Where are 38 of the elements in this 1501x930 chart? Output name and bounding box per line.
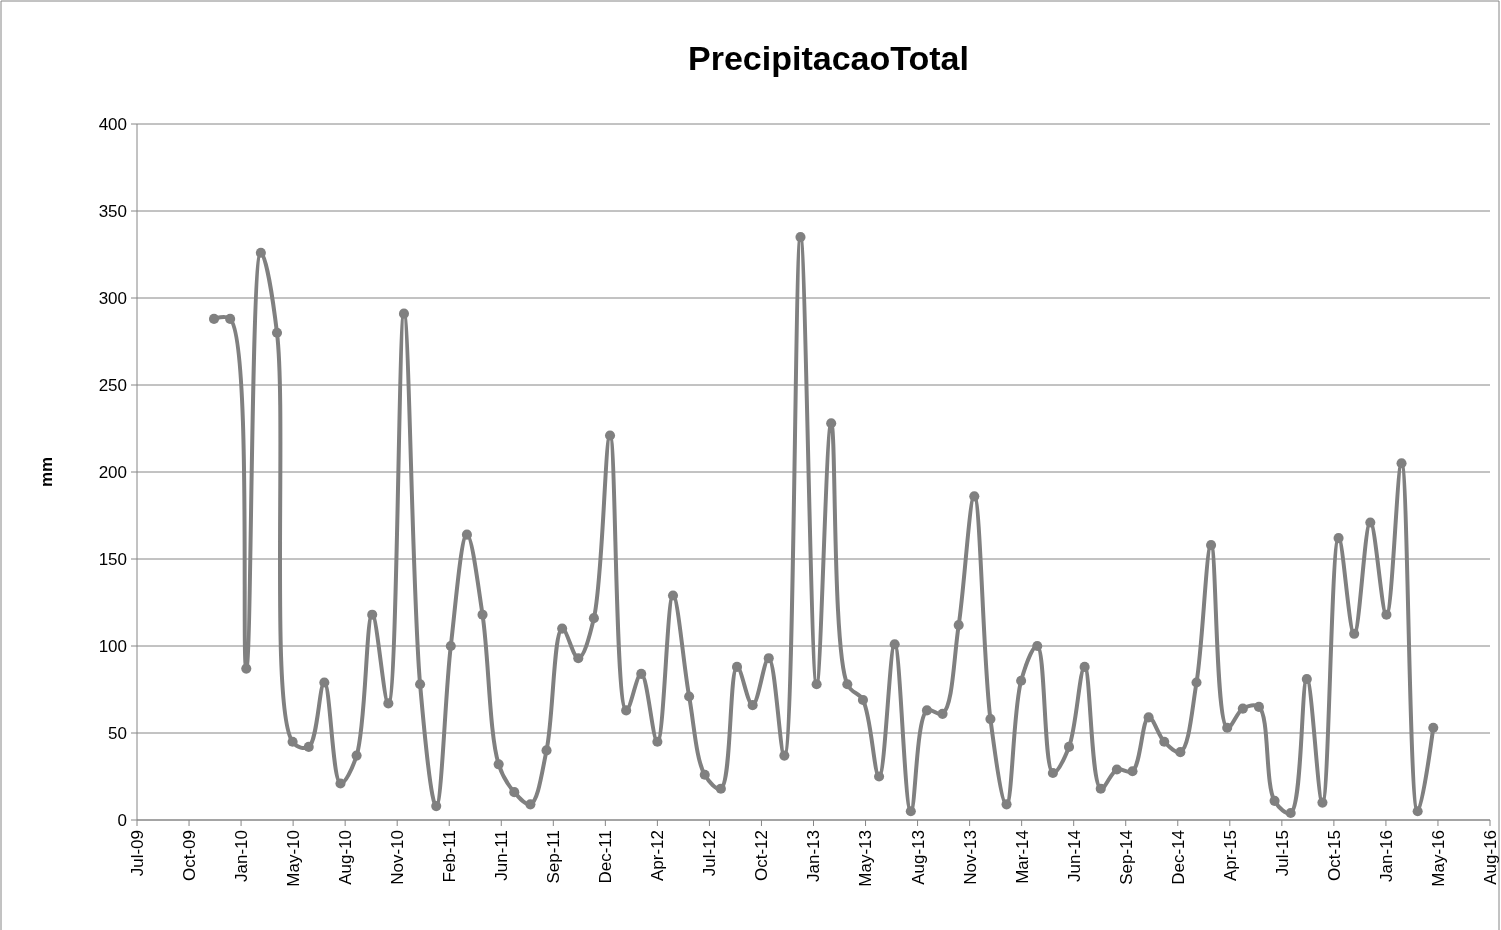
x-tick-label: Jan-10 xyxy=(232,830,252,882)
x-tick-label: Nov-13 xyxy=(960,830,980,885)
x-tick-label: Aug-10 xyxy=(336,830,356,885)
x-tick-label: Jun-14 xyxy=(1064,830,1084,882)
x-tick-label: Jan-16 xyxy=(1376,830,1396,882)
chart-title: PrecipitacaoTotal xyxy=(688,39,969,77)
x-tick-label: Dec-14 xyxy=(1168,830,1188,885)
x-tick-label: Sep-14 xyxy=(1116,830,1136,885)
y-axis-title: mm xyxy=(37,456,56,488)
y-tick-label: 50 xyxy=(108,723,127,743)
x-tick-label: Mar-14 xyxy=(1012,830,1032,884)
x-tick-label: Apr-15 xyxy=(1220,830,1240,882)
x-tick-label: Jul-15 xyxy=(1272,830,1292,877)
x-tick-label: Jul-09 xyxy=(127,830,147,877)
x-tick-label: Aug-13 xyxy=(908,830,928,885)
y-tick-label: 100 xyxy=(98,636,127,656)
x-tick-label: May-16 xyxy=(1428,830,1448,887)
x-tick-label: Jan-13 xyxy=(804,830,824,882)
y-tick-label: 400 xyxy=(98,114,127,134)
x-tick-label: Jun-11 xyxy=(492,830,512,881)
x-tick-label: May-13 xyxy=(856,830,876,887)
y-tick-label: 150 xyxy=(98,549,127,569)
y-tick-label: 250 xyxy=(98,375,127,395)
x-tick-label: Jul-12 xyxy=(700,830,720,877)
x-tick-label: Sep-11 xyxy=(544,830,564,884)
y-tick-label: 200 xyxy=(98,462,127,482)
x-tick-label: Apr-12 xyxy=(648,830,668,882)
y-tick-label: 0 xyxy=(117,810,127,830)
y-tick-label: 300 xyxy=(98,288,127,308)
y-tick-label: 350 xyxy=(98,201,127,221)
x-tick-label: Feb-11 xyxy=(440,830,460,883)
x-tick-label: Aug-16 xyxy=(1480,830,1500,885)
x-tick-label: Dec-11 xyxy=(596,830,616,884)
x-tick-label: Nov-10 xyxy=(388,830,408,885)
x-tick-label: Oct-12 xyxy=(752,830,772,882)
x-tick-label: Oct-09 xyxy=(179,830,199,882)
x-tick-label: May-10 xyxy=(284,830,304,887)
x-tick-label: Oct-15 xyxy=(1324,830,1344,882)
